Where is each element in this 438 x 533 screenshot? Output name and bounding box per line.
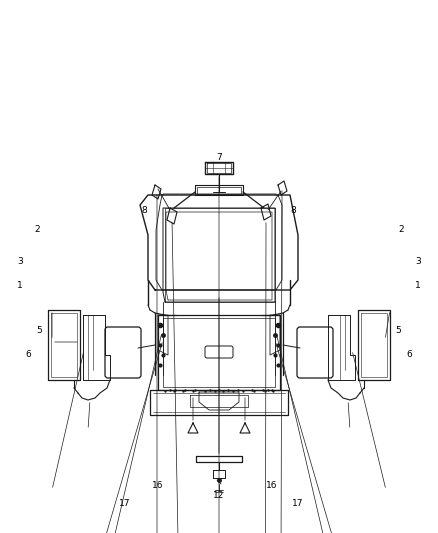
Text: 6: 6 [406,350,413,359]
Text: 8: 8 [290,206,297,215]
Text: 8: 8 [141,206,148,215]
Text: 2: 2 [35,225,40,233]
Text: 6: 6 [25,350,32,359]
Text: 3: 3 [415,257,421,265]
Text: 16: 16 [152,481,163,489]
Text: 5: 5 [396,326,402,335]
Text: 3: 3 [17,257,23,265]
Text: 7: 7 [216,153,222,161]
Text: 1: 1 [415,281,421,289]
Text: 16: 16 [266,481,277,489]
Text: 1: 1 [17,281,23,289]
Text: 12: 12 [213,491,225,500]
Text: 2: 2 [398,225,403,233]
Text: 17: 17 [292,499,304,508]
Text: 5: 5 [36,326,42,335]
Text: 17: 17 [119,499,131,508]
